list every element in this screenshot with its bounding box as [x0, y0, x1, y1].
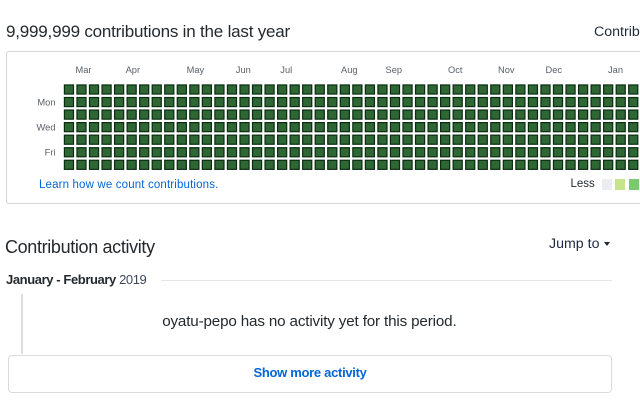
svg-text:Apr: Apr [126, 65, 140, 75]
svg-text:Mar: Mar [76, 65, 92, 75]
svg-text:Jul: Jul [280, 65, 292, 75]
svg-text:Jun: Jun [236, 65, 251, 75]
svg-text:Aug: Aug [341, 65, 358, 75]
svg-text:Fri: Fri [45, 148, 56, 158]
svg-text:Nov: Nov [498, 65, 515, 75]
svg-text:May: May [187, 65, 205, 75]
svg-text:Mon: Mon [37, 97, 55, 107]
svg-text:Dec: Dec [546, 65, 563, 75]
svg-text:Sep: Sep [386, 65, 403, 75]
svg-text:Oct: Oct [448, 65, 463, 75]
svg-text:Jan: Jan [608, 65, 623, 75]
svg-text:Wed: Wed [37, 122, 56, 132]
